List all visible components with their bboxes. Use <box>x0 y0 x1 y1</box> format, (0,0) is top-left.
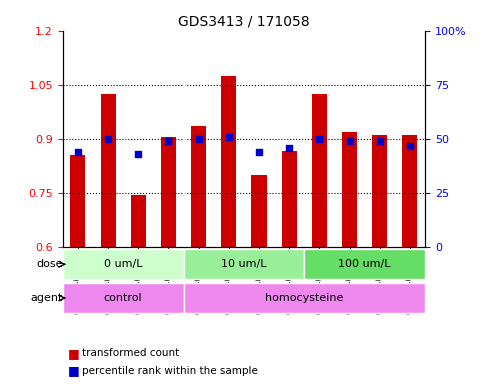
Point <box>195 136 202 142</box>
Bar <box>342 132 357 247</box>
Bar <box>100 94 115 247</box>
Point <box>406 142 414 149</box>
Bar <box>282 151 297 247</box>
Text: 0 um/L: 0 um/L <box>104 259 142 269</box>
Point <box>315 136 323 142</box>
Text: homocysteine: homocysteine <box>265 293 343 303</box>
FancyBboxPatch shape <box>304 249 425 280</box>
FancyBboxPatch shape <box>184 283 425 313</box>
FancyBboxPatch shape <box>63 249 184 280</box>
FancyBboxPatch shape <box>184 249 304 280</box>
Text: transformed count: transformed count <box>82 348 179 358</box>
Bar <box>252 175 267 247</box>
Text: ■: ■ <box>68 364 79 377</box>
Text: dose: dose <box>36 259 63 269</box>
Point <box>134 151 142 157</box>
Point <box>285 145 293 151</box>
Bar <box>312 94 327 247</box>
Point <box>376 138 384 144</box>
Text: agent: agent <box>30 293 63 303</box>
Title: GDS3413 / 171058: GDS3413 / 171058 <box>178 14 310 28</box>
Bar <box>71 155 85 247</box>
Point <box>255 149 263 155</box>
Bar <box>372 136 387 247</box>
Bar <box>402 136 417 247</box>
Bar <box>221 76 236 247</box>
Text: percentile rank within the sample: percentile rank within the sample <box>82 366 258 376</box>
Text: 100 um/L: 100 um/L <box>339 259 391 269</box>
Text: ■: ■ <box>68 347 79 360</box>
Point <box>346 138 354 144</box>
Point <box>74 149 82 155</box>
Bar <box>161 137 176 247</box>
FancyBboxPatch shape <box>63 283 184 313</box>
Point <box>225 134 233 140</box>
Point <box>104 136 112 142</box>
Text: control: control <box>104 293 142 303</box>
Point <box>165 138 172 144</box>
Bar <box>191 126 206 247</box>
Text: 10 um/L: 10 um/L <box>221 259 267 269</box>
Bar <box>131 195 146 247</box>
